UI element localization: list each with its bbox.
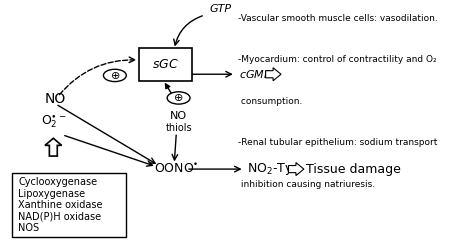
Text: -Myocardium: control of contractility and O₂: -Myocardium: control of contractility an… (238, 55, 437, 64)
Text: Lipoxygenase: Lipoxygenase (18, 189, 85, 199)
FancyBboxPatch shape (11, 173, 126, 237)
Text: NO: NO (45, 92, 66, 106)
Text: $\oplus$: $\oplus$ (109, 70, 120, 81)
Text: OONO$^{•}$: OONO$^{•}$ (155, 162, 199, 176)
Text: NO: NO (170, 111, 187, 121)
Text: O$_2^{\bullet-}$: O$_2^{\bullet-}$ (41, 113, 66, 130)
Text: $s$GC: $s$GC (152, 58, 179, 71)
Text: inhibition causing natriuresis.: inhibition causing natriuresis. (238, 180, 375, 189)
Text: -Renal tubular epithelium: sodium transport: -Renal tubular epithelium: sodium transp… (238, 138, 438, 147)
FancyArrow shape (265, 68, 281, 81)
Text: Xanthine oxidase: Xanthine oxidase (18, 200, 103, 210)
Text: Cyclooxygenase: Cyclooxygenase (18, 177, 97, 187)
FancyArrow shape (289, 163, 304, 176)
Text: Tissue damage: Tissue damage (306, 163, 401, 176)
Text: NAD(P)H oxidase: NAD(P)H oxidase (18, 211, 101, 222)
Text: consumption.: consumption. (238, 97, 302, 106)
Text: NO$_2$-Tyr: NO$_2$-Tyr (246, 161, 299, 177)
Text: $\oplus$: $\oplus$ (173, 92, 184, 104)
Text: NOS: NOS (18, 223, 39, 233)
FancyArrow shape (45, 138, 62, 156)
Text: GTP: GTP (210, 4, 231, 14)
Circle shape (167, 92, 190, 104)
Text: thiols: thiols (165, 122, 192, 133)
FancyBboxPatch shape (139, 48, 192, 81)
Circle shape (103, 69, 126, 82)
Text: $c$GMP: $c$GMP (239, 68, 272, 80)
Text: -Vascular smooth muscle cells: vasodilation.: -Vascular smooth muscle cells: vasodilat… (238, 14, 438, 23)
